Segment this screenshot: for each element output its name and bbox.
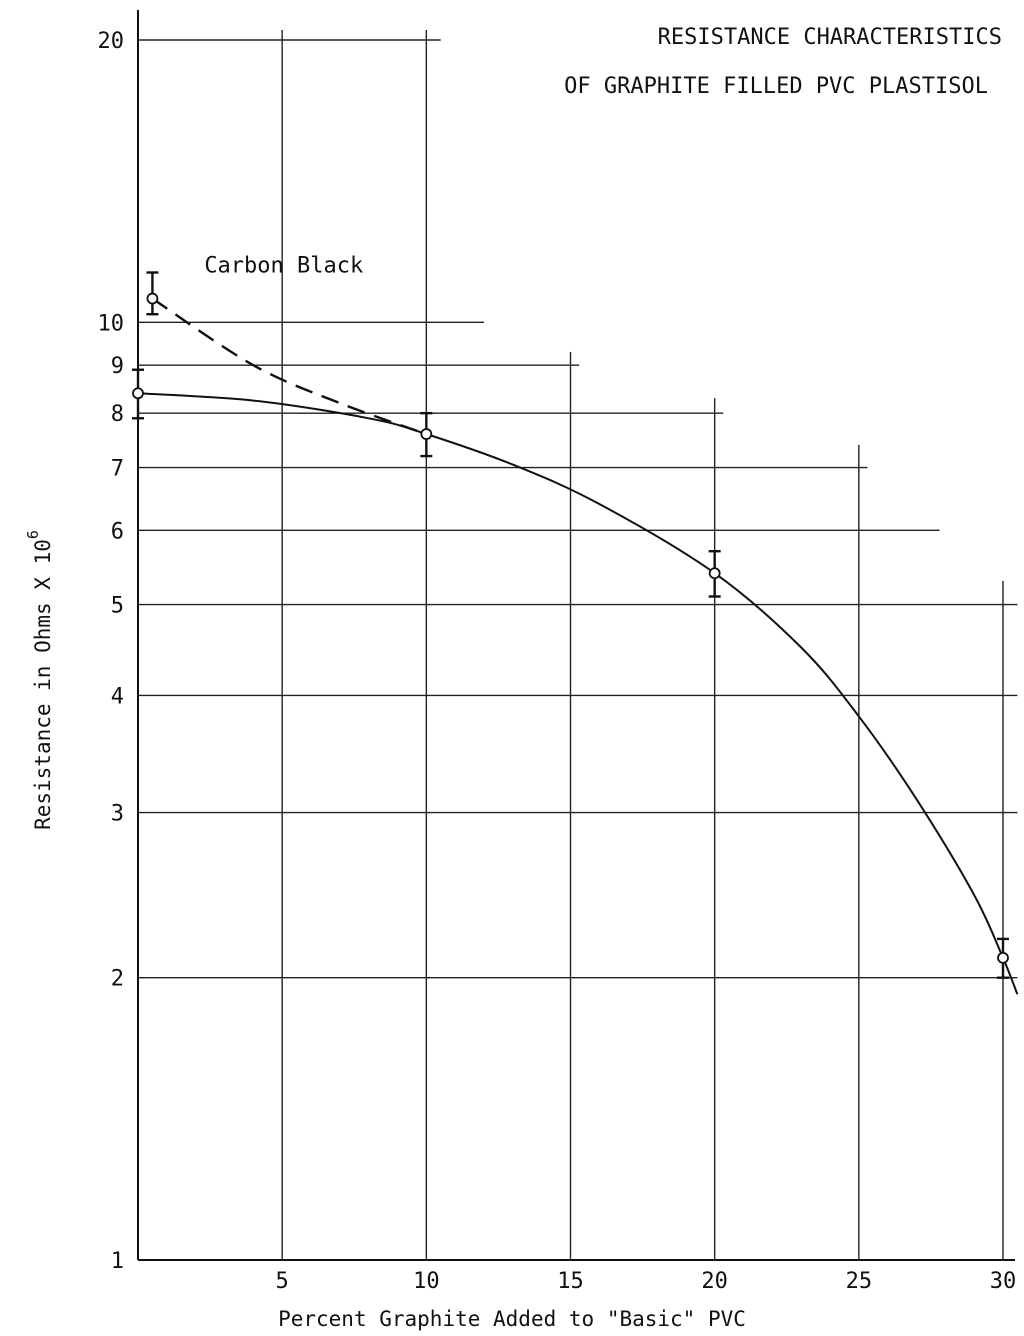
- series-layer: [132, 271, 1019, 995]
- y-axis-label-exponent: 6: [24, 530, 42, 539]
- x-tick-label-25: 25: [846, 1269, 873, 1294]
- y-tick-label-9: 9: [111, 354, 124, 379]
- series-1-point-0: [146, 292, 159, 305]
- x-tick-label-30: 30: [990, 1269, 1017, 1294]
- x-tick-label-20: 20: [701, 1269, 728, 1294]
- x-axis-label: Percent Graphite Added to "Basic" PVC: [278, 1307, 746, 1331]
- tick-labels: 1 2 3 4 5 6 7 8 9 10 20 5 10 15 20 25 30: [98, 29, 1017, 1294]
- y-tick-label-6: 6: [111, 519, 124, 544]
- y-tick-label-20: 20: [98, 29, 125, 54]
- y-tick-label-10: 10: [98, 311, 125, 336]
- series-1-line: [151, 297, 427, 436]
- chart-title: RESISTANCE CHARACTERISTICS: [658, 25, 1002, 50]
- y-axis-label: Resistance in Ohms X 106: [24, 530, 55, 830]
- y-axis-label-base: Resistance in Ohms X 10: [31, 539, 55, 830]
- y-tick-label-4: 4: [111, 684, 124, 709]
- y-tick-label-3: 3: [111, 802, 124, 827]
- series-0-line: [137, 392, 1019, 995]
- grid: [138, 29, 1018, 1260]
- y-tick-label-8: 8: [111, 402, 124, 427]
- series-0-point-2: [708, 567, 721, 580]
- y-tick-label-7: 7: [111, 457, 124, 482]
- y-tick-label-2: 2: [111, 967, 124, 992]
- series-0-point-0: [132, 387, 144, 400]
- x-tick-label-5: 5: [276, 1269, 289, 1294]
- series-0-point-3: [997, 951, 1009, 964]
- y-tick-label-5: 5: [111, 594, 124, 619]
- x-tick-label-10: 10: [413, 1269, 440, 1294]
- x-tick-label-15: 15: [557, 1269, 584, 1294]
- y-tick-label-1: 1: [111, 1249, 124, 1274]
- axes: [137, 10, 1015, 1261]
- annotation-carbon-black: Carbon Black: [204, 254, 363, 279]
- chart-subtitle: OF GRAPHITE FILLED PVC PLASTISOL: [564, 74, 988, 99]
- series-0-point-1: [420, 428, 433, 440]
